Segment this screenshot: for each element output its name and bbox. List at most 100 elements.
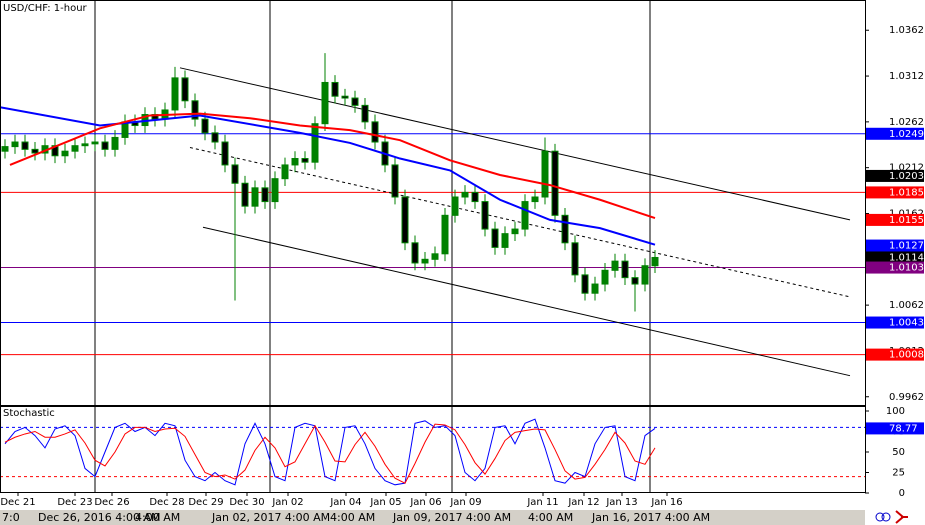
candle-body — [601, 269, 609, 285]
x-tick-label: Dec 26 — [94, 497, 129, 508]
price-tag — [866, 239, 924, 252]
candle-body — [21, 141, 29, 150]
candle-body — [261, 187, 269, 203]
scrollbar[interactable] — [0, 510, 865, 525]
link-icon[interactable] — [875, 512, 885, 522]
stochastic-line — [4, 423, 656, 484]
scrollbar-label: 4:00 AM — [528, 511, 573, 524]
candle-body — [591, 283, 599, 294]
candle-body — [71, 145, 79, 152]
candle-body — [481, 201, 489, 230]
scroll-icon[interactable] — [895, 510, 908, 524]
candle-body — [551, 150, 559, 216]
candle-body — [541, 150, 549, 198]
moving-average — [0, 106, 656, 246]
candle-body — [631, 277, 639, 285]
candle-body — [111, 136, 119, 150]
price-tag-label: 1.0043 — [889, 318, 924, 329]
y-tick-label: 1.0062 — [889, 300, 924, 311]
candle-body — [171, 77, 179, 111]
candle-body — [291, 158, 299, 166]
scrollbar-label: Jan 16, 2017 4:00 AM — [591, 511, 710, 524]
price-frame — [0, 0, 866, 406]
candle-body — [401, 196, 409, 244]
price-tag-label: 1.0155 — [889, 215, 924, 226]
price-tag — [866, 251, 924, 264]
x-tick-label: Jan 16 — [650, 497, 682, 508]
y-tick-label: 100 — [886, 406, 905, 417]
candle-body — [441, 214, 449, 255]
price-tag-label: 1.0103 — [889, 263, 924, 274]
candle-body — [231, 164, 239, 184]
candle-body — [391, 164, 399, 198]
candle-body — [621, 260, 629, 279]
candle-body — [561, 214, 569, 244]
x-tick-label: Jan 12 — [567, 497, 599, 508]
link-icon[interactable] — [881, 512, 891, 522]
candle-body — [531, 196, 539, 203]
candle-body — [471, 191, 479, 203]
y-tick-label: 1.0362 — [889, 25, 924, 36]
x-tick-label: Jan 04 — [329, 497, 361, 508]
x-tick-label: Jan 11 — [526, 497, 558, 508]
x-tick-label: Jan 13 — [605, 497, 637, 508]
price-tag — [866, 261, 924, 274]
stochastic-line — [4, 418, 656, 486]
candle-body — [361, 104, 369, 123]
candle-body — [431, 253, 439, 260]
chart-title: USD/CHF: 1-hour — [3, 3, 88, 14]
candle-body — [81, 143, 89, 147]
candle-body — [511, 228, 519, 235]
candle-body — [201, 118, 209, 134]
y-tick-label: 50 — [892, 447, 905, 458]
candle-body — [91, 141, 99, 145]
y-tick-label: 0 — [899, 488, 905, 499]
scrollbar-label: 7:0 — [2, 511, 20, 524]
price-tag-label: 1.0008 — [889, 350, 924, 361]
stochastic-panel: 100755025078.77 — [0, 406, 924, 499]
candle-body — [371, 121, 379, 143]
candle-body — [181, 77, 189, 102]
trendline — [189, 147, 851, 298]
candle-body — [341, 95, 349, 99]
candle-body — [351, 97, 359, 106]
candle-body — [281, 164, 289, 180]
candle-body — [31, 148, 39, 154]
candle-body — [321, 81, 329, 125]
price-tag — [866, 348, 924, 361]
candle-body — [271, 178, 279, 203]
candle-body — [251, 187, 259, 207]
candle-body — [521, 201, 529, 230]
price-tag-label: 1.0203 — [889, 171, 924, 182]
candle-body — [651, 256, 659, 267]
y-tick-label: 1.0312 — [889, 71, 924, 82]
y-tick-label: 0.9962 — [889, 392, 924, 403]
price-tag — [866, 127, 924, 140]
price-tag — [866, 186, 924, 199]
trendline — [202, 226, 851, 377]
candle-body — [301, 158, 309, 163]
candle-body — [461, 191, 469, 198]
candle-body — [581, 274, 589, 294]
price-tag-label: 1.0114 — [889, 252, 924, 263]
price-tag — [866, 316, 924, 329]
scrollbar-label: Jan 09, 2017 4:00 AM — [392, 511, 511, 524]
price-tag — [866, 169, 924, 182]
candle-body — [331, 81, 339, 97]
x-tick-label: Jan 02 — [271, 497, 303, 508]
x-tick-label: Jan 09 — [449, 497, 481, 508]
candle-body — [571, 242, 579, 276]
nav-icons — [875, 510, 908, 524]
y-tick-label: 1.0212 — [889, 163, 924, 174]
candle-body — [211, 132, 219, 143]
x-tick-label: Dec 29 — [188, 497, 223, 508]
candle-body — [221, 141, 229, 166]
price-tag-label: 1.0249 — [889, 129, 924, 140]
price-tag — [866, 422, 924, 435]
candle-body — [61, 150, 69, 157]
x-tick-label: Jan 05 — [369, 497, 401, 508]
candle-body — [191, 100, 199, 120]
price-tag — [866, 213, 924, 226]
